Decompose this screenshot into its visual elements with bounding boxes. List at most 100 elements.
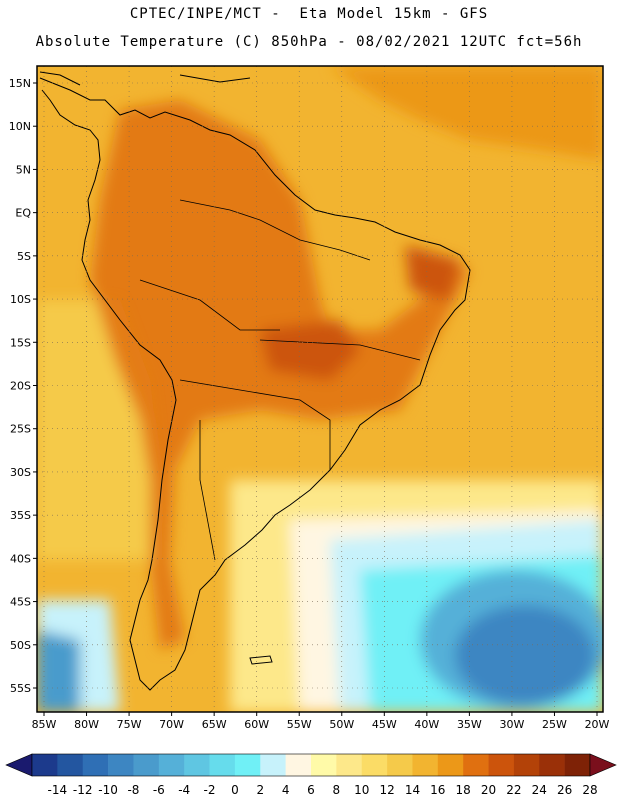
colorbar-label: -8	[127, 783, 139, 797]
colorbar-label: 26	[557, 783, 572, 797]
colorbar-label: -12	[73, 783, 93, 797]
colorbar-label: 4	[282, 783, 290, 797]
colorbar-swatch	[437, 754, 464, 776]
colorbar-swatch	[158, 754, 185, 776]
colorbar-swatch	[311, 754, 337, 776]
border-central-brazil	[259, 339, 421, 361]
lon-label: 85W	[32, 718, 57, 731]
border-peru-brazil	[139, 279, 280, 331]
border-south	[179, 379, 331, 470]
north-atlantic-warm	[330, 66, 603, 160]
colorbar-swatch	[184, 754, 210, 776]
lon-label: 50W	[329, 718, 354, 731]
lat-label: 15N	[9, 77, 31, 90]
colorbar-label: 6	[307, 783, 315, 797]
lon-label: 35W	[457, 718, 482, 731]
colorbar-swatch	[513, 754, 540, 776]
colorbar-label: -14	[48, 783, 68, 797]
coastlines	[39, 71, 471, 691]
colorbar-swatch	[488, 754, 515, 776]
title-line-1: CPTEC/INPE/MCT - Eta Model 15km - GFS	[129, 6, 489, 22]
colorbar-label: 18	[456, 783, 471, 797]
colorbar-swatch	[260, 754, 286, 776]
colorbar-swatch	[108, 754, 134, 776]
colorbar-swatch	[32, 754, 58, 776]
border-chile-argentina	[199, 420, 216, 561]
colorbar-label: -6	[153, 783, 165, 797]
lon-label: 40W	[414, 718, 439, 731]
colorbar-swatch	[285, 754, 312, 776]
lat-label: 40S	[10, 552, 31, 565]
lon-label: 20W	[585, 718, 610, 731]
colorbar-swatch	[412, 754, 439, 776]
colorbar-label: 24	[532, 783, 547, 797]
colorbar: -14 -12 -10 -8 -6 -4 -2 0 2 4 6 8 10 12 14 16 18 20 22 24 26…	[5, 753, 617, 797]
brazil-hot-core	[260, 320, 360, 380]
map-frame	[36, 65, 604, 713]
colorbar-label: 22	[506, 783, 521, 797]
south-america-coastline	[39, 77, 471, 691]
lat-label: EQ	[15, 207, 31, 220]
lon-label: 80W	[74, 718, 99, 731]
latitude-labels: 15N 10N 5N EQ 5S 10S 15S 20S 25S 30S 35S 40S 45S 50S 5…	[9, 77, 32, 695]
title-line-2: Absolute Temperature (C) 850hPa - 08/02/…	[35, 34, 583, 50]
colorbar-swatch	[539, 754, 565, 776]
lat-label: 10S	[10, 293, 31, 306]
colorbar-swatch	[57, 754, 84, 776]
longitude-labels: 85W 80W 75W 70W 65W 60W 55W 50W 45W 40W 35W 30W 25W 2…	[32, 718, 610, 731]
continent-warm	[90, 100, 470, 650]
temperature-field	[37, 66, 603, 712]
colorbar-label: 20	[481, 783, 496, 797]
lon-label: 75W	[117, 718, 142, 731]
colorbar-swatch	[336, 754, 363, 776]
caribbean-islands	[179, 74, 251, 83]
colorbar-arrow-right	[589, 753, 617, 777]
lon-label: 60W	[244, 718, 269, 731]
lat-label: 55S	[10, 682, 31, 695]
lat-label: 15S	[10, 336, 31, 349]
colorbar-swatch	[564, 754, 591, 776]
colorbar-label: 8	[333, 783, 341, 797]
colorbar-swatch	[463, 754, 489, 776]
lat-label: 35S	[10, 509, 31, 522]
central-america-coast	[39, 71, 81, 86]
falkland-islands	[249, 655, 273, 665]
lon-label: 55W	[287, 718, 312, 731]
lat-label: 45S	[10, 596, 31, 609]
colorbar-label: -10	[98, 783, 118, 797]
colorbar-label: 10	[354, 783, 369, 797]
cold-core-inner	[455, 605, 595, 705]
lon-label: 30W	[499, 718, 524, 731]
colorbar-label: 0	[231, 783, 239, 797]
lon-label: 65W	[202, 718, 227, 731]
colorbar-swatch	[82, 754, 109, 776]
colorbar-label: -2	[204, 783, 216, 797]
colorbar-swatch	[387, 754, 413, 776]
lon-label: 70W	[159, 718, 184, 731]
northeast-hot-core	[405, 245, 460, 300]
colorbar-label: 16	[430, 783, 445, 797]
colorbar-label: 12	[379, 783, 394, 797]
lat-label: 20S	[10, 380, 31, 393]
colorbar-label: 28	[582, 783, 597, 797]
colorbar-swatch	[209, 754, 236, 776]
colorbar-label: 14	[405, 783, 420, 797]
lat-label: 5N	[16, 163, 31, 176]
colorbar-label: -4	[178, 783, 190, 797]
lat-label: 25S	[10, 423, 31, 436]
lat-label: 10N	[9, 120, 31, 133]
lat-label: 5S	[17, 250, 31, 263]
colorbar-swatch	[133, 754, 160, 776]
colorbar-label: 2	[256, 783, 264, 797]
colorbar-arrow-left	[5, 753, 33, 777]
border-north	[179, 199, 371, 261]
country-borders	[139, 199, 421, 561]
southwest-pacific-cold	[37, 630, 80, 712]
colorbar-swatch	[361, 754, 388, 776]
lat-label: 50S	[10, 639, 31, 652]
lat-label: 30S	[10, 466, 31, 479]
colorbar-swatch	[234, 754, 261, 776]
lon-label: 45W	[372, 718, 397, 731]
lon-label: 25W	[542, 718, 567, 731]
